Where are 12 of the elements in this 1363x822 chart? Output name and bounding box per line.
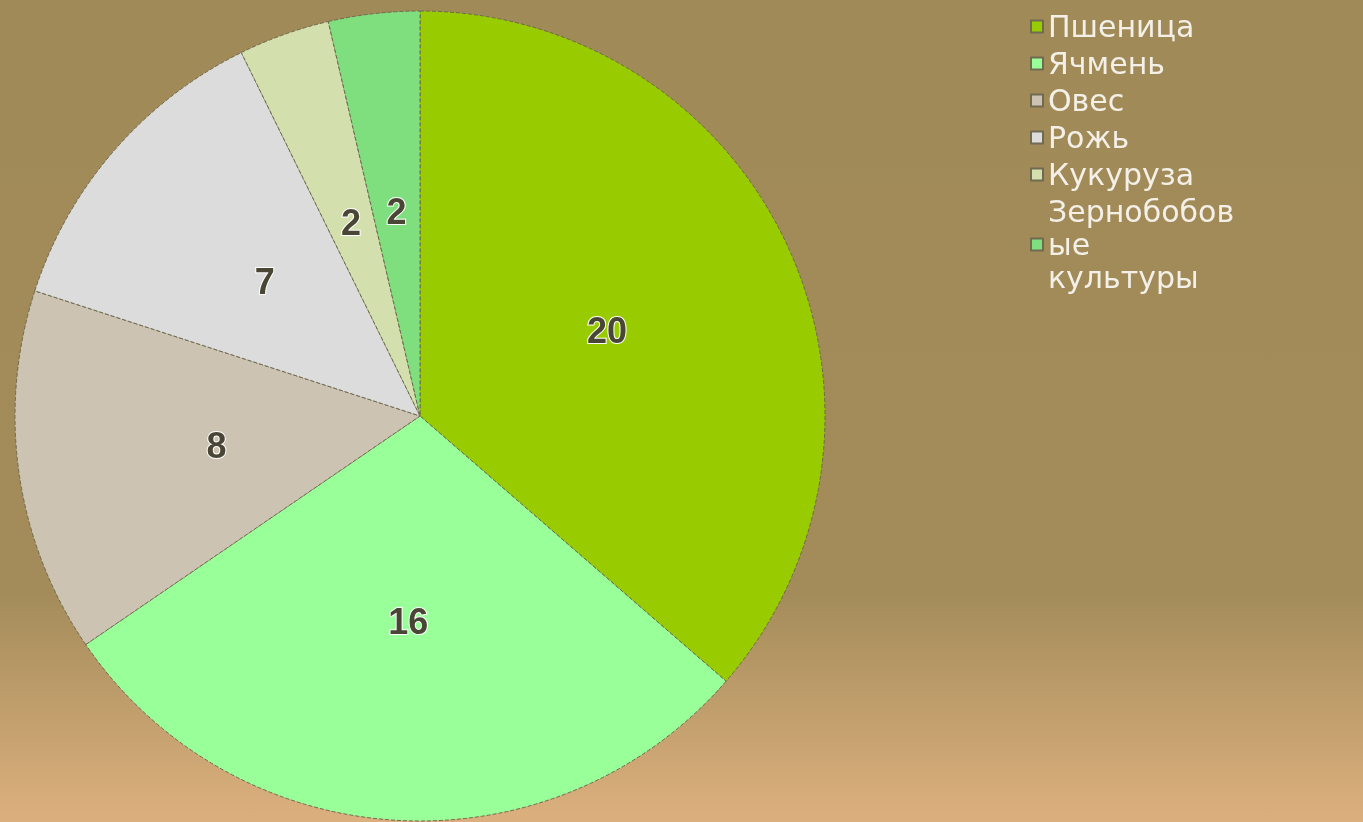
legend-label: Пшеница: [1048, 9, 1195, 44]
data-label: 2: [340, 201, 361, 243]
data-label: 7: [254, 260, 275, 302]
legend-label: Кукуруза: [1048, 157, 1195, 192]
legend-label: Овес: [1048, 83, 1125, 118]
data-label: 20: [586, 310, 627, 352]
data-label: 2: [386, 191, 407, 233]
data-label: 8: [206, 424, 227, 466]
data-label: 16: [388, 600, 429, 642]
legend-label: Рожь: [1048, 120, 1130, 155]
legend-label: Зернобобовые культуры: [1048, 194, 1235, 295]
legend-label: Ячмень: [1048, 46, 1165, 81]
